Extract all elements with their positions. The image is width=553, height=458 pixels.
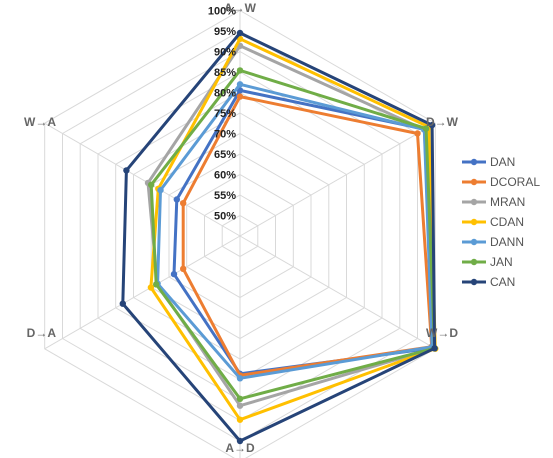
- legend-marker: [470, 238, 478, 246]
- legend-label: CDAN: [490, 215, 524, 229]
- data-point: [236, 437, 244, 445]
- data-point: [153, 281, 160, 288]
- radar-axis-labels: A→W D→W W→D A→D D→A W→A: [24, 1, 459, 455]
- data-point: [236, 29, 244, 37]
- axis-label: A→W: [224, 1, 257, 15]
- axis-label: W→A: [24, 115, 56, 129]
- data-point: [236, 416, 244, 423]
- data-point: [236, 375, 244, 382]
- tick-label: 70%: [214, 129, 236, 141]
- data-point: [236, 81, 244, 88]
- legend-item-dan: DAN: [462, 155, 515, 169]
- legend-item-can: CAN: [462, 275, 515, 289]
- data-point: [236, 67, 244, 74]
- legend-item-jan: JAN: [462, 255, 513, 269]
- tick-label: 65%: [214, 149, 236, 161]
- tick-label: 95%: [214, 26, 236, 38]
- tick-label: 100%: [208, 6, 236, 18]
- tick-label: 90%: [214, 47, 236, 59]
- legend-marker: [470, 218, 478, 226]
- data-point: [180, 200, 187, 207]
- data-point: [428, 121, 436, 129]
- axis-label: W→D: [426, 326, 458, 340]
- data-point: [236, 395, 244, 402]
- data-point: [236, 93, 244, 100]
- legend-item-dcoral: DCORAL: [462, 175, 540, 189]
- tick-label: 55%: [214, 190, 236, 202]
- series-can: [119, 29, 438, 445]
- axis-spoke: [44, 235, 241, 350]
- legend-marker: [470, 178, 478, 186]
- data-point: [422, 125, 430, 132]
- axis-spoke: [239, 235, 436, 350]
- legend-label: DCORAL: [490, 175, 540, 189]
- data-point: [414, 130, 421, 137]
- legend-label: JAN: [490, 255, 513, 269]
- data-point: [236, 402, 244, 409]
- radar-axes: [44, 10, 436, 458]
- tick-label: 75%: [214, 108, 236, 120]
- data-point: [431, 345, 438, 352]
- radar-tick-labels: 50% 55% 60% 65% 70% 75% 80% 85% 90% 95% 100%: [208, 6, 236, 223]
- data-point: [123, 167, 130, 174]
- legend-item-cdan: CDAN: [462, 215, 524, 229]
- data-point: [180, 265, 187, 272]
- tick-label: 80%: [214, 88, 236, 100]
- legend-label: MRAN: [490, 195, 525, 209]
- data-point: [157, 186, 164, 194]
- data-point: [170, 270, 178, 278]
- tick-label: 60%: [214, 170, 236, 182]
- data-point: [147, 284, 155, 291]
- axis-label: D→W: [426, 115, 459, 129]
- legend-marker: [470, 258, 478, 266]
- legend-item-mran: MRAN: [462, 195, 525, 209]
- legend-marker: [470, 278, 478, 286]
- legend-item-dann: DANN: [462, 235, 524, 249]
- legend-label: DAN: [490, 155, 515, 169]
- legend-marker: [470, 198, 478, 206]
- tick-label: 50%: [214, 211, 236, 223]
- axis-label: A→D: [225, 441, 255, 455]
- data-point: [173, 196, 180, 203]
- data-point: [148, 181, 155, 188]
- axis-spoke: [44, 122, 241, 237]
- tick-label: 85%: [214, 67, 236, 79]
- data-point: [119, 300, 127, 307]
- radar-series: [119, 29, 439, 445]
- legend-label: CAN: [490, 275, 515, 289]
- axis-spoke: [239, 122, 436, 237]
- legend: DAN DCORAL MRAN CDAN DANN JAN CAN: [462, 155, 540, 289]
- legend-marker: [470, 158, 478, 166]
- axis-label: D→A: [27, 326, 57, 340]
- legend-label: DANN: [490, 235, 524, 249]
